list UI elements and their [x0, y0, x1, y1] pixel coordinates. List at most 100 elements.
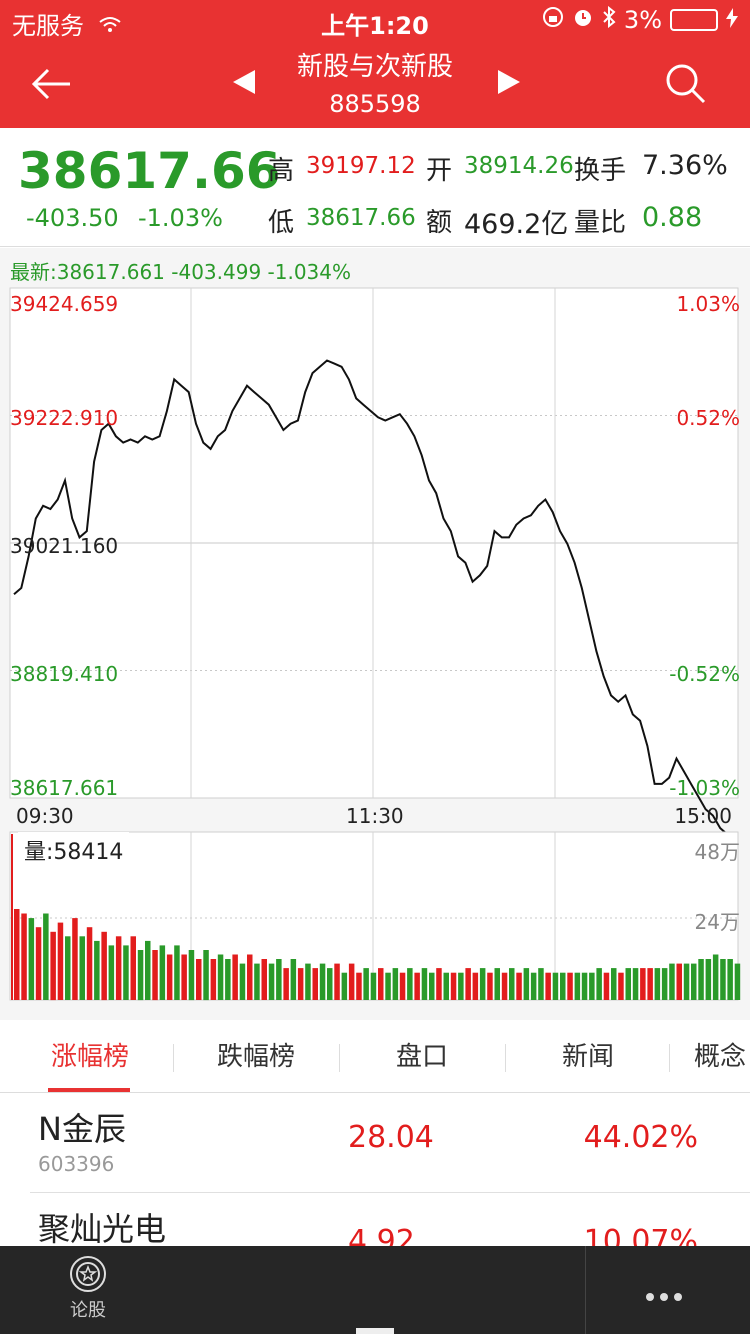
volume-bar: [705, 959, 712, 1000]
volume-bar: [196, 959, 202, 1000]
volume-bar: [392, 968, 399, 1000]
price-chart: [9, 287, 741, 1001]
volume-bar: [683, 963, 690, 1000]
volume-bar: [334, 963, 340, 1000]
active-tab-indicator: [48, 1088, 130, 1092]
volume-bar: [181, 954, 187, 1000]
volume-bar: [385, 972, 391, 1000]
carrier-text: 无服务: [12, 6, 122, 41]
battery-percent: 3%: [623, 6, 662, 34]
pct-tick-label: 0.52%: [676, 406, 740, 430]
volume-bar: [589, 972, 595, 1000]
more-icon[interactable]: [646, 1286, 688, 1305]
volume-bar: [676, 963, 682, 1000]
volume-bar: [319, 963, 326, 1000]
volume-bar: [290, 959, 297, 1000]
more-dot: [674, 1293, 682, 1301]
tab-bar: 涨幅榜 跌幅榜 盘口 新闻 概念: [0, 1022, 750, 1093]
stock-price: 28.04: [348, 1120, 434, 1155]
more-dot: [660, 1293, 668, 1301]
x-tick-label: 11:30: [346, 804, 404, 828]
nav-bar: 新股与次新股 885598: [0, 40, 750, 128]
next-index-icon[interactable]: [498, 70, 520, 94]
price-change-pct: -1.03%: [138, 204, 223, 232]
volume-bar: [363, 968, 369, 1000]
tab-order-book[interactable]: 盘口: [395, 1042, 448, 1072]
volume-bar: [145, 940, 151, 1000]
stock-code: 603396: [38, 1152, 115, 1176]
volume-bar: [50, 931, 56, 1001]
volume-bar: [188, 950, 195, 1001]
volume-bar: [654, 968, 661, 1000]
volume-bar: [232, 954, 238, 1000]
volume-bar: [312, 968, 318, 1000]
volume-bar: [268, 963, 275, 1000]
charging-icon: [726, 6, 738, 34]
volume-bar: [611, 968, 617, 1000]
volume-bar: [152, 950, 158, 1001]
quote-summary: 38617.66 -403.50 -1.03% 高 39197.12 开 389…: [0, 128, 750, 247]
lock-rotation-icon: [542, 6, 564, 34]
volume-bar: [159, 945, 166, 1000]
volume-bar: [101, 931, 107, 1001]
open-value: 38914.26: [464, 153, 574, 179]
volume-bar: [574, 972, 581, 1000]
volume-bar: [501, 972, 508, 1000]
turnover-label: 换手: [574, 156, 627, 186]
tab-gainers[interactable]: 涨幅榜: [50, 1042, 129, 1072]
list-item[interactable]: N金辰 603396 28.04 44.02%: [0, 1094, 750, 1194]
volume-bar: [530, 972, 537, 1000]
open-label: 开: [426, 156, 453, 186]
volume-bar: [297, 968, 304, 1000]
volume-bar: [691, 963, 697, 1000]
tab-concepts[interactable]: 概念: [694, 1042, 747, 1072]
amount-label: 额: [426, 208, 453, 238]
intraday-chart-area[interactable]: 最新:38617.661 -403.499 -1.034% 39424.659 …: [0, 248, 750, 1020]
volume-bar: [86, 927, 93, 1000]
volume-bar: [28, 918, 35, 1000]
volume-label: 量:58414: [18, 832, 130, 868]
forum-icon[interactable]: [66, 1254, 110, 1298]
volume-bar: [698, 959, 704, 1000]
volume-ratio-label: 量比: [574, 208, 627, 238]
stock-name: 聚灿光电: [38, 1210, 167, 1248]
volume-bar: [560, 972, 566, 1000]
status-bar: 无服务 上午1:20 3%: [0, 0, 750, 40]
status-time: 上午1:20: [321, 12, 429, 40]
tab-news[interactable]: 新闻: [561, 1042, 614, 1072]
pct-tick-label: -1.03%: [669, 776, 740, 800]
volume-bar: [174, 945, 180, 1000]
forum-label[interactable]: 论股: [70, 1300, 106, 1321]
tab-losers[interactable]: 跌幅榜: [216, 1042, 295, 1072]
wifi-icon: [98, 12, 122, 40]
stock-change-pct: 44.02%: [583, 1120, 698, 1155]
volume-bar: [65, 936, 71, 1000]
volume-bar: [712, 954, 719, 1000]
volume-bar: [254, 963, 260, 1000]
price-series-line: [13, 359, 736, 839]
volume-bar: [567, 972, 573, 1000]
search-icon[interactable]: [662, 60, 710, 108]
volume-bar: [661, 968, 668, 1000]
back-arrow-icon[interactable]: [30, 62, 74, 106]
volume-bar: [305, 963, 311, 1000]
volume-bar: [57, 922, 64, 1000]
volume-bar: [603, 972, 610, 1000]
y-tick-label: 39424.659: [10, 292, 119, 316]
previous-index-icon[interactable]: [233, 70, 255, 94]
toolbar-divider: [585, 1246, 586, 1334]
volume-bar: [516, 972, 522, 1000]
volume-bar: [341, 972, 348, 1000]
volume-bar: [727, 959, 733, 1000]
y-tick-label: 39222.910: [10, 406, 119, 430]
volume-bar: [421, 968, 428, 1000]
tab-separator: [173, 1044, 174, 1072]
volume-bar: [479, 968, 486, 1000]
volume-bar: [203, 950, 209, 1001]
y-tick-label: 39021.160: [10, 534, 119, 558]
volume-bar: [43, 913, 49, 1000]
current-price: 38617.66: [18, 142, 281, 200]
pct-tick-label: -0.52%: [669, 662, 740, 686]
latest-quote-line: 最新:38617.661 -403.499 -1.034%: [10, 260, 352, 284]
volume-bar: [669, 963, 675, 1000]
